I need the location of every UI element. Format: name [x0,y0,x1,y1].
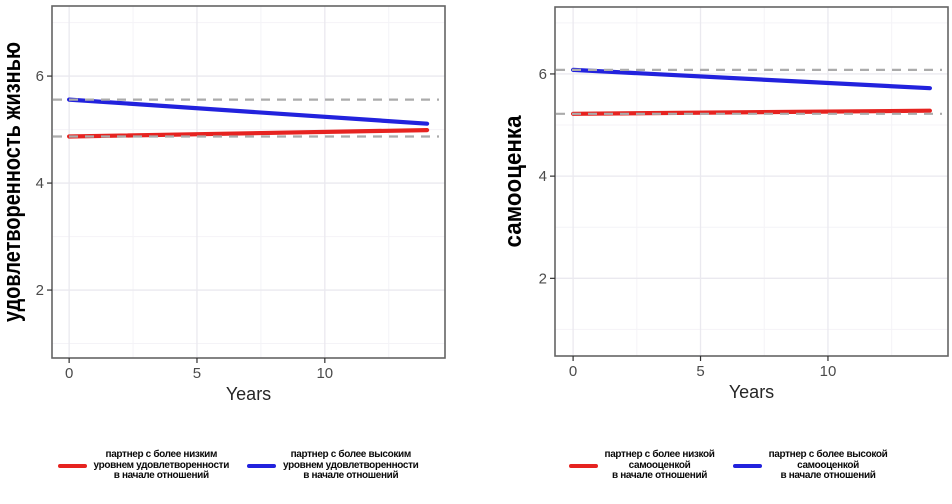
y-tick-label: 2 [539,270,547,287]
legend-item: партнер с более низкой самооценкой в начал… [568,449,715,482]
legend-line-swatch [57,463,87,469]
x-tick-label: 0 [569,363,577,380]
x-tick-label: 10 [820,363,837,380]
x-axis-title: Years [226,384,271,404]
legend-label: партнер с более низкой самооценкой в начал… [604,449,715,482]
legend-label: партнер с более низким уровнем удовлетвор… [93,449,230,482]
x-tick-label: 10 [316,365,333,382]
plot-panel [52,6,445,358]
legend-life-satisfaction: партнер с более низким уровнем удовлетвор… [26,440,450,492]
panel-border [554,6,949,357]
legend-line-swatch [247,463,276,469]
y-tick-label: 2 [36,282,44,299]
y-tick-label: 6 [36,68,44,85]
y-tick-label: 6 [539,66,547,83]
y-axis-title: удовлетворенность жизнью [0,42,26,322]
x-tick-label: 5 [696,363,704,380]
y-axis-title: самооценка [500,115,527,248]
legend-item: партнер с более низким уровнем удовлетвор… [57,449,230,482]
legend-item: партнер с более высокой самооценкой в нача… [732,449,888,482]
series-line [67,128,430,139]
series-line [571,67,932,91]
x-tick-label: 5 [193,365,201,382]
legend-label: партнер с более высокой самооценкой в нача… [768,449,888,482]
series-line [571,108,932,116]
legend-line-swatch [732,463,762,469]
legend-line-swatch [568,463,598,469]
x-axis-title: Years [729,382,774,402]
legend-item: партнер с более высоким уровнем удовлетво… [247,449,419,482]
chart-life-satisfaction: 2 4 6 0 5 10 Years удовлетворенность жизнью [0,5,446,404]
chart-self-esteem: 2 4 6 0 5 10 Years самооценка [500,6,949,402]
legend-self-esteem: партнер с более низкой самооценкой в начал… [516,440,940,492]
y-tick-label: 4 [36,175,44,192]
plot-panel [555,7,948,356]
y-tick-label: 4 [539,168,547,185]
panel-border [51,5,446,359]
series-line [67,97,430,126]
legend-label: партнер с более высоким уровнем удовлетво… [283,449,419,482]
x-tick-label: 0 [65,365,73,382]
